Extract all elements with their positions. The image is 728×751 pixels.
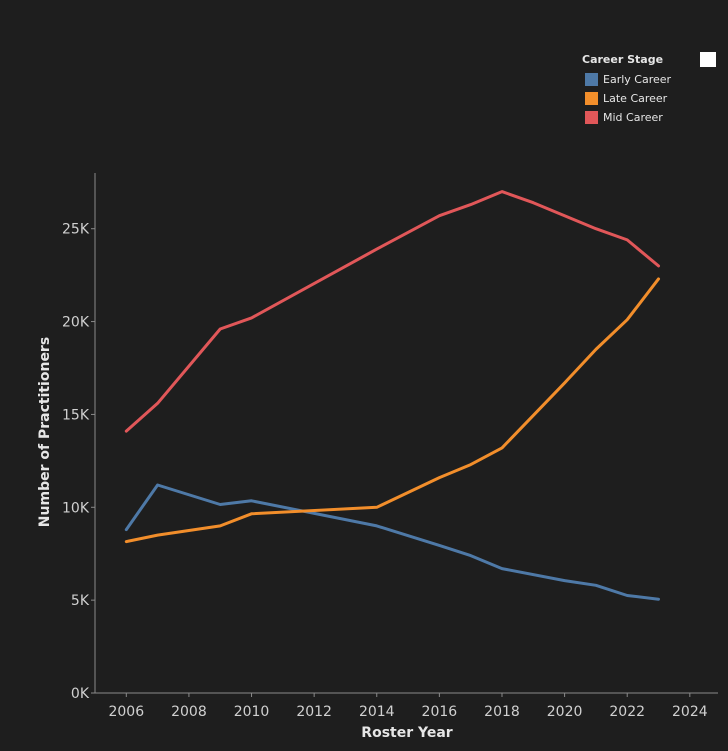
legend-item-label: Late Career: [603, 92, 668, 105]
legend-item-label: Early Career: [603, 73, 672, 86]
legend-swatch: [585, 73, 598, 86]
legend-swatch: [585, 92, 598, 105]
legend-swatch: [585, 111, 598, 124]
plot-area: [124, 190, 660, 601]
x-tick-label: 2016: [422, 704, 458, 720]
y-tick-label: 5K: [71, 593, 90, 609]
y-tick-label: 10K: [62, 500, 90, 516]
legend: Career Stage Early Career Late Career Mi…: [582, 53, 671, 127]
x-tick-label: 2024: [672, 704, 708, 720]
x-tick-label: 2010: [234, 704, 270, 720]
legend-item-label: Mid Career: [603, 111, 663, 124]
x-tick-label: 2014: [359, 704, 395, 720]
legend-title: Career Stage: [582, 53, 664, 66]
series-line-mid-career[interactable]: [124, 190, 660, 433]
x-tick-label: 2008: [171, 704, 207, 720]
legend-item-mid-career[interactable]: Mid Career: [582, 108, 671, 127]
y-tick-label: 0K: [71, 686, 90, 702]
legend-item-early-career[interactable]: Early Career: [582, 70, 671, 89]
x-tick-label: 2012: [296, 704, 332, 720]
series-line-early-career[interactable]: [124, 483, 660, 601]
x-tick-label: 2022: [609, 704, 645, 720]
x-axis-title: Roster Year: [361, 725, 452, 741]
x-tick-label: 2018: [484, 704, 520, 720]
legend-item-late-career[interactable]: Late Career: [582, 89, 671, 108]
x-tick-label: 2020: [547, 704, 583, 720]
legend-menu-icon[interactable]: [700, 52, 716, 67]
series-line-late-career[interactable]: [124, 277, 660, 544]
x-tick-label: 2006: [108, 704, 144, 720]
y-axis-title: Number of Practitioners: [37, 337, 53, 527]
y-tick-label: 15K: [62, 407, 90, 423]
axes: 0K 5K 10K 15K 20K 25K 2006 2008 2010 2012 2014 2016…: [62, 173, 718, 720]
y-tick-label: 25K: [62, 222, 90, 238]
y-tick-label: 20K: [62, 315, 90, 331]
